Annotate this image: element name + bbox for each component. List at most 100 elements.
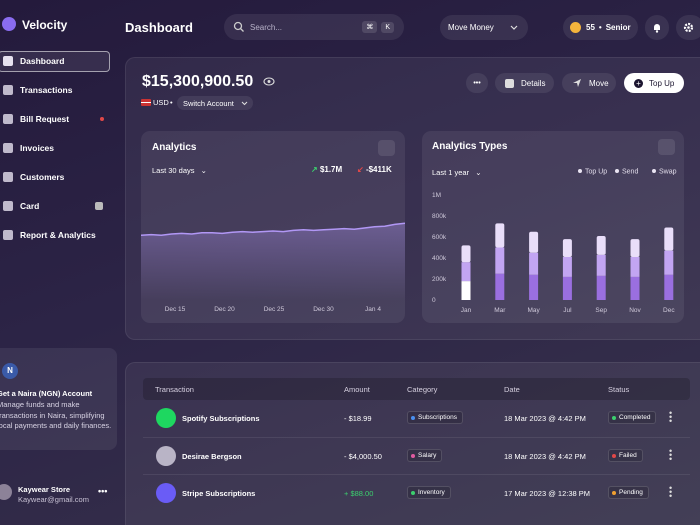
level-badge[interactable]: 55 • Senior [563,15,638,40]
separator: • [598,23,602,32]
status-label: Pending [619,489,643,496]
legend-label: Send [622,169,638,176]
settings-button[interactable] [676,15,700,40]
nav-icon [3,56,13,66]
status-dot [612,416,616,420]
period-label: Last 1 year [432,168,470,177]
bar-icon-button[interactable] [658,139,675,155]
category-dot [411,453,415,458]
column-header: Transaction [155,385,194,394]
x-tick-label: Sep [595,307,607,314]
nav-item[interactable]: Bill Request [20,114,70,124]
chevron [241,101,248,105]
category-badge: Inventory [407,486,451,499]
nav-item[interactable]: Invoices [20,143,55,153]
transaction-name: Stripe Subscriptions [182,489,256,498]
up-arrow: ↗ [311,165,318,174]
nav-item[interactable]: Dashboard [20,56,65,66]
y-tick-label: 200k [432,276,447,283]
x-tick-label: Jan [461,307,472,314]
alert-dot [100,117,104,121]
amount: - $4,000.50 [344,451,382,461]
move-money-dropdown[interactable]: Move Money [440,15,528,40]
switch-account[interactable]: Switch Account [177,96,253,110]
analytics-types-title: Analytics Types [432,141,508,152]
bar-segment [562,256,572,277]
move-label: Move [589,78,609,88]
column-header: Status [608,385,630,394]
transaction-name: Desirae Bergson [182,451,242,461]
bar-segment [495,247,505,274]
column-header: Category [407,385,438,394]
legend-label: Top Up [585,169,607,176]
analytics-types-period[interactable]: Last 1 year ⌄ [432,168,482,177]
promo-title: Get a Naira (NGN) Account [0,389,93,398]
coin-icon [570,22,581,33]
row-menu[interactable]: • • • [669,445,673,464]
notifications-button[interactable] [645,15,669,40]
promo-icon: N [2,363,18,379]
status-badge: Completed [608,411,657,424]
details-button[interactable]: Details [495,73,554,93]
x-tick-label: Dec 30 [313,306,334,313]
search-box[interactable]: Search... ⌘ K [224,14,404,40]
category-label: Subscriptions [418,414,458,421]
details-label: Details [521,78,546,88]
send-icon [573,79,581,87]
bar-segment [596,254,606,276]
eye-icon[interactable] [263,77,275,86]
row-menu[interactable]: • • • [669,408,673,426]
category-dot [411,491,415,495]
nav-icon [3,201,13,211]
top-up-button[interactable]: + Top Up [624,73,684,93]
analytics-types-chart: 0 200k 400k 600k 800k 1M Top Up Send Swap Jan Mar M… [432,169,677,315]
x-tick-label: Dec 20 [214,306,235,313]
bar-segment [529,231,539,253]
promo-text: Manage funds and make transactions in Na… [0,400,112,430]
nav-item[interactable]: Card [20,201,40,211]
x-tick-label: Dec 15 [165,306,186,313]
promo-card[interactable]: N Get a Naira (NGN) Account Manage funds… [0,348,117,450]
x-tick-label: Mar [494,307,506,314]
bell-icon [654,24,660,33]
analytics-period[interactable]: Last 30 days ⌄ [152,166,207,175]
status-label: Failed [619,451,637,459]
row-menu[interactable]: • • • [669,483,673,501]
more-button[interactable]: ••• [466,73,488,93]
amount: - $18.99 [344,414,372,423]
bar-segment [664,250,674,275]
bar-segment [529,274,539,300]
column-header: Date [504,385,520,394]
legend-label: Swap [659,169,677,176]
page-title: Dashboard [125,20,193,35]
category-badge: Salary [407,448,443,462]
nav-item[interactable]: Transactions [20,85,73,95]
balance-amount: $15,300,900.50 [142,73,254,90]
move-money-label: Move Money [448,23,494,32]
search-placeholder: Search... [250,22,283,32]
user-menu[interactable]: ••• [98,486,108,496]
category-label: Inventory [418,489,445,496]
bar-segment [495,223,505,248]
bar-segment [461,245,471,263]
move-button[interactable]: Move [562,73,616,93]
flag-icon [141,99,151,106]
row-icon [156,483,176,503]
transaction-name: Spotify Subscriptions [182,414,260,423]
bar-segment [529,252,539,275]
chevron [510,25,518,30]
nav-item[interactable]: Customers [20,172,65,182]
nav-active-bg [0,51,110,72]
chart-icon-button[interactable] [378,140,395,156]
income-stat: ↗ $1.7M [311,165,342,174]
row-divider [143,474,690,475]
nav-item[interactable]: Report & Analytics [20,230,96,240]
shortcut-key: K [381,21,394,33]
y-tick-label: 600k [432,234,447,241]
x-tick-label: Jul [563,307,572,314]
search-icon [233,21,244,32]
table-header [143,378,690,400]
analytics-title: Analytics [152,142,197,153]
analytics-chart: Dec 15 Dec 20 Dec 25 Dec 30 Jan 4 [141,222,405,313]
bar-segment [596,235,606,255]
